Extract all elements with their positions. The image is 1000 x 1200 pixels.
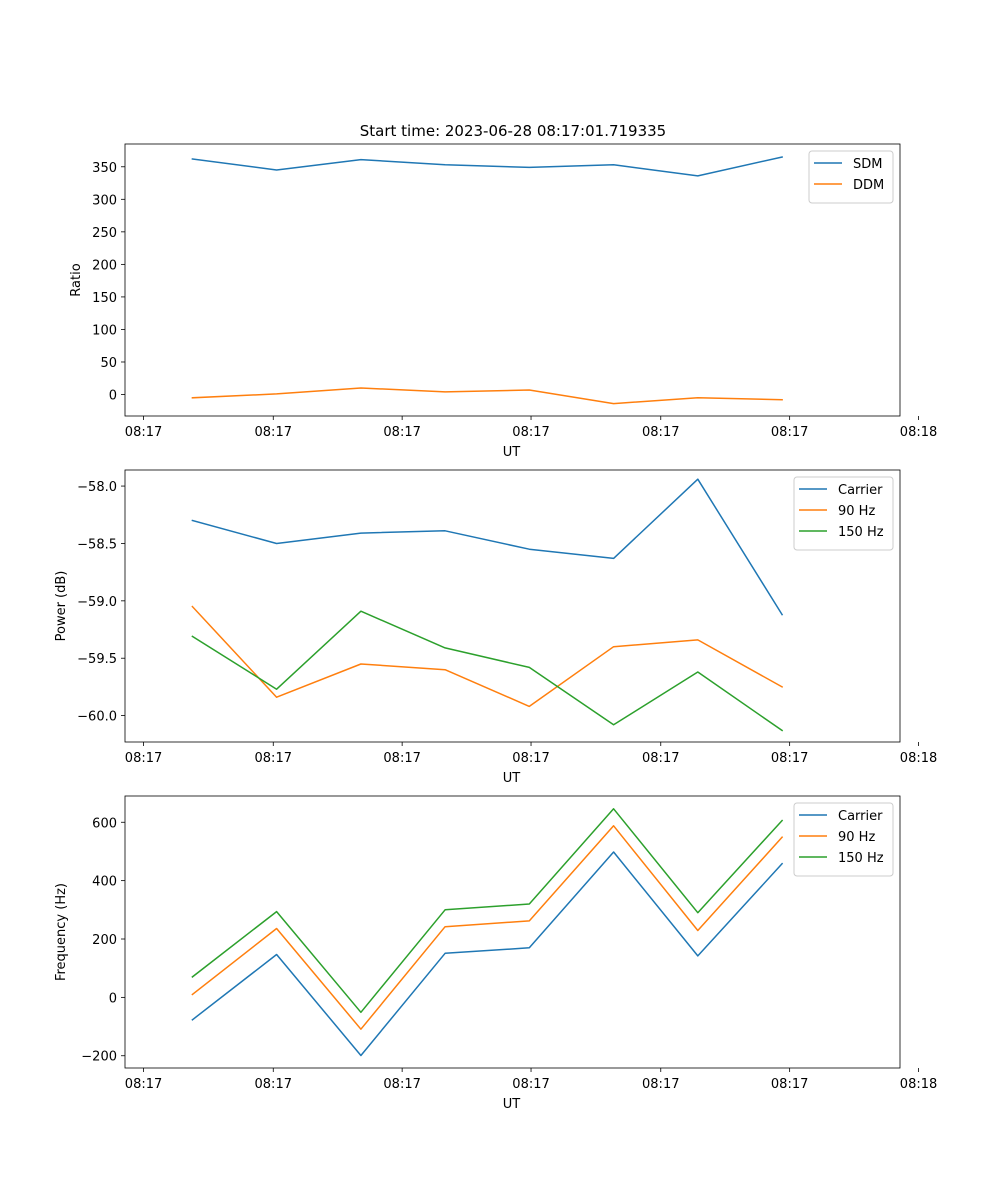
ratio-x-axis-label: UT [503,445,521,460]
frequency-panel: 08:17 08:17 08:17 08:17 08:17 08:17 08:18 −200 0… [54,795,937,1112]
ratio-x-tick-label: 08:17 [642,425,679,440]
frequency-series-90-hz-line [191,825,784,1030]
ratio-series-sdm-line [191,156,783,177]
frequency-x-tick-label: 08:17 [642,1077,679,1092]
power-y-tick-label: −59.0 [77,595,117,610]
power-legend-90-hz-label: 90 Hz [838,504,875,519]
ratio-y-tick-label: 200 [92,258,117,273]
power-x-axis-label: UT [503,771,521,786]
frequency-y-tick-label: −200 [81,1050,117,1065]
power-y-axis-label: Power (dB) [54,571,69,642]
ratio-panel: 08:17 08:17 08:17 08:17 08:17 08:17 08:18 0 50 10… [69,143,937,460]
ratio-series-ddm-line [191,387,783,405]
ratio-legend-sdm-label: SDM [853,157,882,172]
ratio-y-tick-label: 350 [92,161,117,176]
frequency-x-tick-label: 08:17 [771,1077,808,1092]
ratio-y-tick-label: 300 [92,193,117,208]
power-x-tick-label: 08:17 [771,751,808,766]
ratio-y-tick-label: 250 [92,226,117,241]
ratio-y-tick-label: 150 [92,291,117,306]
frequency-y-tick-label: 200 [92,933,117,948]
ratio-axes-frame [124,143,901,417]
frequency-x-axis-label: UT [503,1097,521,1112]
power-panel: 08:17 08:17 08:17 08:17 08:17 08:17 08:18 −60.0… [54,469,937,786]
frequency-legend-90-hz-label: 90 Hz [838,830,875,845]
frequency-axes-frame [124,795,901,1069]
ratio-y-tick-label: 50 [100,356,117,371]
power-axes-frame [124,469,901,743]
frequency-x-tick-label: 08:17 [255,1077,292,1092]
frequency-legend-150-hz-label: 150 Hz [838,851,884,866]
power-x-tick-label: 08:18 [900,751,937,766]
frequency-x-tick-label: 08:17 [383,1077,420,1092]
power-legend-150-hz-label: 150 Hz [838,525,884,540]
power-series-150-hz-line [191,610,784,732]
ratio-x-tick-label: 08:17 [512,425,549,440]
ratio-y-tick-label: 0 [109,389,117,404]
power-x-tick-label: 08:17 [125,751,162,766]
ratio-x-tick-label: 08:18 [900,425,937,440]
power-series-90-hz-line [191,605,784,708]
power-y-tick-label: −59.5 [77,652,117,667]
power-x-tick-label: 08:17 [255,751,292,766]
figure-title: Start time: 2023-06-28 08:17:01.719335 [360,122,666,140]
ratio-y-tick-label: 100 [92,323,117,338]
frequency-series-carrier-line [191,851,784,1057]
frequency-y-axis-label: Frequency (Hz) [54,883,69,981]
power-x-tick-label: 08:17 [642,751,679,766]
frequency-x-tick-label: 08:18 [900,1077,937,1092]
power-x-tick-label: 08:17 [383,751,420,766]
ratio-x-tick-label: 08:17 [383,425,420,440]
frequency-y-tick-label: 0 [109,991,117,1006]
power-series-carrier-line [191,478,784,616]
ratio-x-tick-label: 08:17 [125,425,162,440]
frequency-y-tick-label: 400 [92,875,117,890]
power-y-tick-label: −58.0 [77,480,117,495]
power-legend-carrier-label: Carrier [838,483,883,498]
frequency-legend-carrier-label: Carrier [838,809,883,824]
ratio-legend [808,150,894,204]
frequency-y-tick-label: 600 [92,816,117,831]
power-x-tick-label: 08:17 [512,751,549,766]
ratio-y-axis-label: Ratio [69,263,84,296]
power-y-tick-label: −60.0 [77,710,117,725]
power-y-tick-label: −58.5 [77,537,117,552]
frequency-x-tick-label: 08:17 [512,1077,549,1092]
ratio-x-tick-label: 08:17 [771,425,808,440]
frequency-x-tick-label: 08:17 [125,1077,162,1092]
frequency-series-150-hz-line [191,808,784,1014]
ratio-x-tick-label: 08:17 [255,425,292,440]
ratio-legend-ddm-label: DDM [853,178,884,193]
